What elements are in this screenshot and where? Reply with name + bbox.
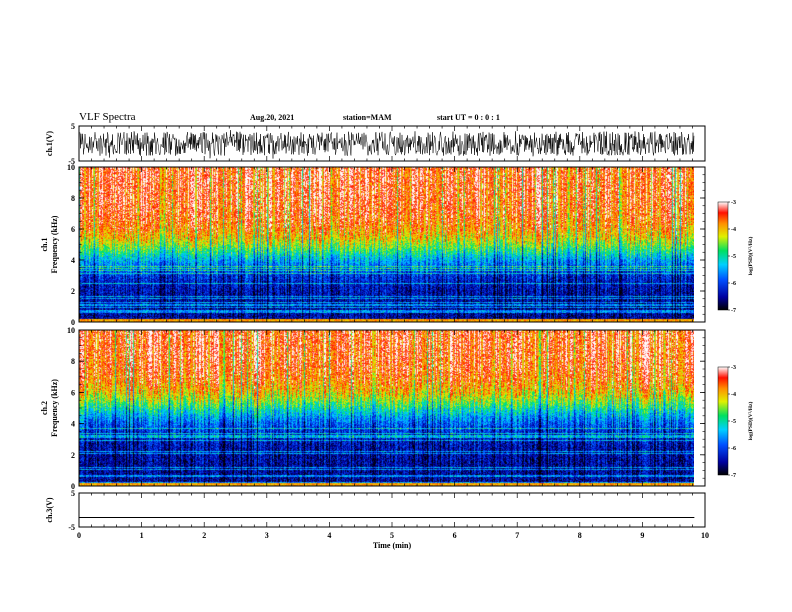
ch2-spectrogram bbox=[79, 330, 694, 486]
y-tick-label: 5 bbox=[71, 122, 75, 131]
y-axis-label-4: ch.3(V) bbox=[45, 497, 54, 522]
colorbar-tick-label: -6 bbox=[731, 446, 736, 452]
x-tick-label: 10 bbox=[701, 531, 709, 540]
colorbar-tick-label: -3 bbox=[731, 365, 736, 371]
y-tick-label: 6 bbox=[71, 388, 75, 397]
channel-label-3: ch.2 bbox=[40, 401, 49, 415]
y-axis-label-1: ch.1(V) bbox=[45, 131, 54, 156]
colorbar-tick-label: -6 bbox=[731, 281, 736, 287]
colorbar-label-2: log(PSD)(V²/Hz) bbox=[747, 402, 754, 441]
x-tick-label: 6 bbox=[453, 531, 457, 540]
x-tick-label: 9 bbox=[640, 531, 644, 540]
y-tick-label: 0 bbox=[71, 482, 75, 491]
colorbar-tick-label: -4 bbox=[731, 392, 736, 398]
y-tick-label: 0 bbox=[71, 318, 75, 327]
colorbar-1 bbox=[717, 201, 729, 311]
x-tick-label: 8 bbox=[578, 531, 582, 540]
x-tick-label: 0 bbox=[77, 531, 81, 540]
colorbar-tick-label: -7 bbox=[731, 473, 736, 479]
x-tick-label: 2 bbox=[202, 531, 206, 540]
y-tick-label: 4 bbox=[71, 420, 75, 429]
y-tick-label: 4 bbox=[71, 256, 75, 265]
x-tick-label: 5 bbox=[390, 531, 394, 540]
colorbar-tick-label: -4 bbox=[731, 227, 736, 233]
x-axis-label: Time (min) bbox=[373, 541, 412, 550]
channel-label-2: ch.1 bbox=[40, 238, 49, 252]
colorbar-tick-label: -3 bbox=[731, 200, 736, 206]
chart-title: VLF Spectra bbox=[79, 111, 136, 123]
panel-frame-4 bbox=[78, 492, 706, 528]
y-tick-label: 2 bbox=[71, 287, 75, 296]
spectrogram-images bbox=[79, 167, 694, 486]
y-tick-label: -5 bbox=[68, 157, 75, 166]
colorbar-label-1: log(PSD)(V²/Hz) bbox=[747, 237, 754, 276]
x-tick-label: 3 bbox=[265, 531, 269, 540]
station-label: station=MAM bbox=[343, 113, 392, 122]
frequency-label-3: Frequency (kHz) bbox=[50, 379, 59, 437]
y-tick-label: 5 bbox=[71, 489, 75, 498]
date-label: Aug.20, 2021 bbox=[250, 113, 295, 122]
y-tick-label: 10 bbox=[67, 163, 75, 172]
x-tick-label: 4 bbox=[327, 531, 331, 540]
x-tick-label: 1 bbox=[140, 531, 144, 540]
start-time-label: start UT = 0 : 0 : 1 bbox=[437, 113, 500, 122]
colorbar-tick-label: -5 bbox=[731, 254, 736, 260]
y-tick-label: 10 bbox=[67, 326, 75, 335]
frequency-label-2: Frequency (kHz) bbox=[50, 215, 59, 273]
y-tick-label: -5 bbox=[68, 523, 75, 532]
y-tick-label: 8 bbox=[71, 357, 75, 366]
y-tick-label: 6 bbox=[71, 225, 75, 234]
y-tick-label: 2 bbox=[71, 451, 75, 460]
colorbar-tick-label: -7 bbox=[731, 308, 736, 314]
chart-marks bbox=[78, 130, 695, 518]
colorbar-tick-label: -5 bbox=[731, 419, 736, 425]
y-tick-label: 8 bbox=[71, 194, 75, 203]
ch1-waveform-line bbox=[78, 130, 695, 159]
colorbar-2 bbox=[717, 366, 729, 476]
x-tick-label: 7 bbox=[515, 531, 519, 540]
ch1-spectrogram bbox=[79, 167, 694, 322]
